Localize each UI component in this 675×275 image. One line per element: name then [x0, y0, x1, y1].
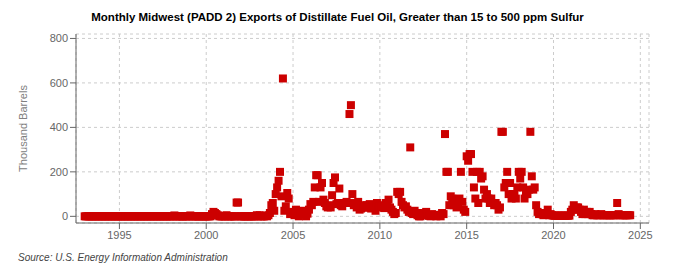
- svg-text:2025: 2025: [628, 229, 652, 241]
- html-text:Source: U.S. Energy Informatio: Source: U.S. Energy Information Administ…: [18, 252, 228, 263]
- svg-text:400: 400: [50, 121, 68, 133]
- svg-text:2005: 2005: [281, 229, 305, 241]
- svg-text:2015: 2015: [454, 229, 478, 241]
- html-text:Monthly Midwest (PADD 2) Expor: Monthly Midwest (PADD 2) Exports of Dist…: [91, 11, 584, 23]
- svg-text:0: 0: [62, 210, 68, 222]
- svg-text:2020: 2020: [541, 229, 565, 241]
- svg-text:Thousand Barrels: Thousand Barrels: [17, 85, 29, 172]
- svg-text:2010: 2010: [368, 229, 392, 241]
- svg-text:200: 200: [50, 166, 68, 178]
- svg-text:1995: 1995: [107, 229, 131, 241]
- svg-text:2000: 2000: [194, 229, 218, 241]
- svg-text:600: 600: [50, 77, 68, 89]
- svg-text:800: 800: [50, 32, 68, 44]
